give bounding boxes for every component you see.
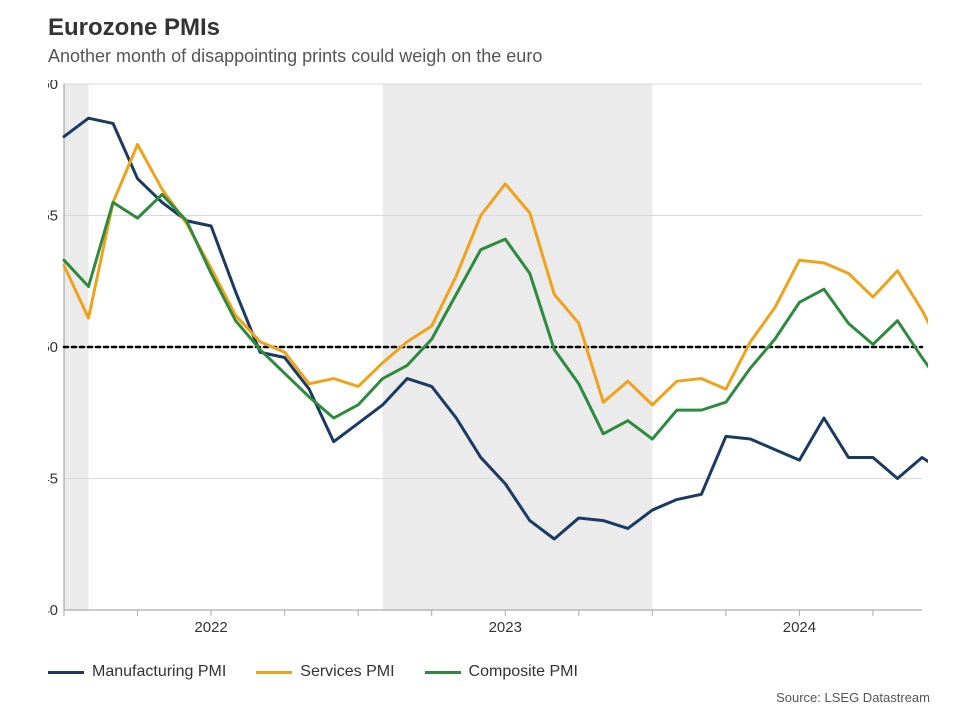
chart-title: Eurozone PMIs bbox=[48, 14, 220, 42]
chart-container: Eurozone PMIs Another month of disappoin… bbox=[0, 0, 960, 720]
svg-text:2023: 2023 bbox=[489, 619, 522, 636]
chart-plot: 40 45 50 55 60 2022 2023 2024 bbox=[48, 80, 928, 640]
legend-swatch bbox=[425, 671, 461, 674]
legend-item: Composite PMI bbox=[425, 663, 578, 681]
svg-text:40: 40 bbox=[48, 602, 58, 619]
legend-label: Manufacturing PMI bbox=[92, 663, 226, 681]
svg-text:60: 60 bbox=[48, 80, 58, 93]
svg-text:2022: 2022 bbox=[194, 619, 227, 636]
chart-legend: Manufacturing PMI Services PMI Composite P… bbox=[48, 660, 928, 684]
chart-subtitle: Another month of disappointing prints co… bbox=[48, 46, 542, 67]
legend-swatch bbox=[256, 671, 292, 674]
legend-item: Manufacturing PMI bbox=[48, 663, 226, 681]
legend-label: Composite PMI bbox=[469, 663, 578, 681]
legend-item: Services PMI bbox=[256, 663, 394, 681]
legend-swatch bbox=[48, 671, 84, 674]
svg-text:45: 45 bbox=[48, 471, 58, 488]
svg-text:2024: 2024 bbox=[783, 619, 816, 636]
chart-source: Source: LSEG Datastream bbox=[776, 690, 930, 705]
svg-text:55: 55 bbox=[48, 208, 58, 225]
legend-label: Services PMI bbox=[300, 663, 394, 681]
svg-text:50: 50 bbox=[48, 339, 58, 356]
